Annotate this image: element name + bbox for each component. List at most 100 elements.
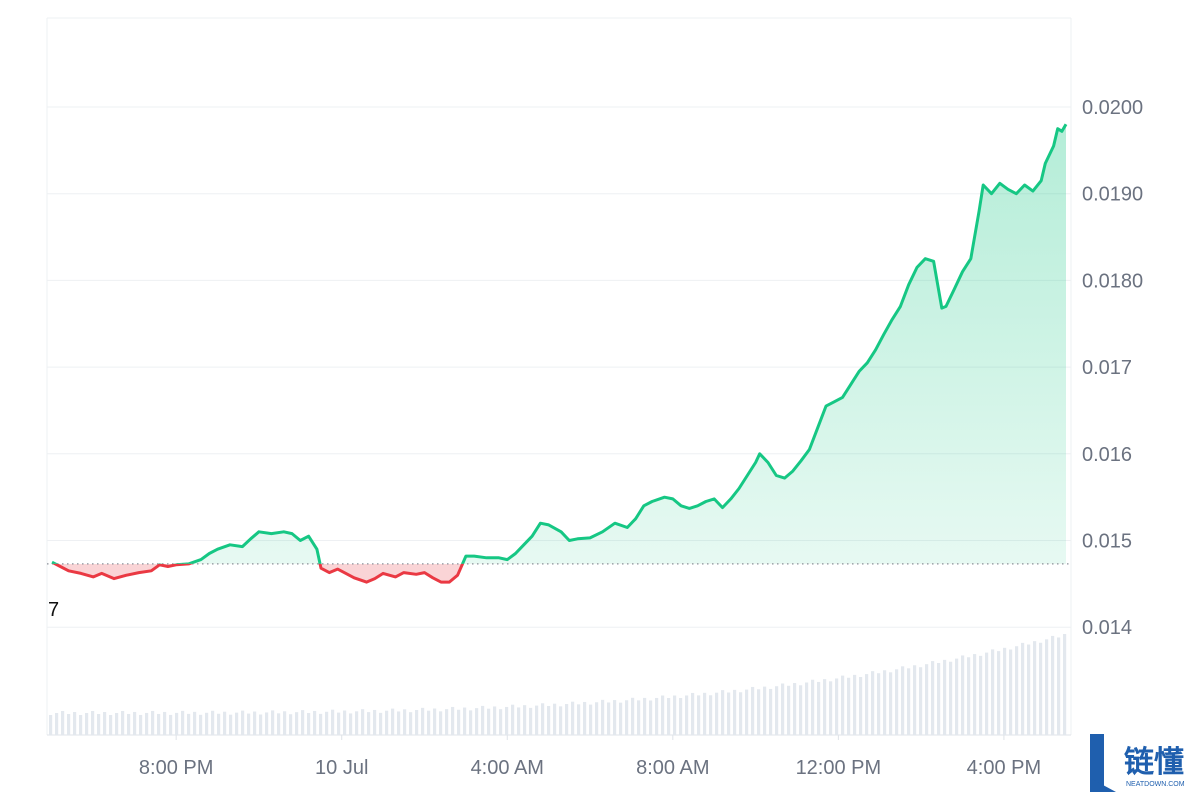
volume-bar	[751, 686, 755, 735]
volume-bar	[601, 699, 605, 735]
volume-bar	[607, 702, 611, 735]
volume-bar	[799, 685, 803, 735]
x-tick-label: 8:00 AM	[636, 757, 709, 779]
y-tick-label: 0.0180	[1082, 270, 1143, 292]
volume-bar	[289, 714, 293, 735]
up-area	[52, 124, 1066, 564]
volume-bar	[877, 673, 881, 735]
volume-bar	[499, 709, 503, 735]
volume-bar	[1057, 637, 1061, 735]
volume-bar	[1033, 641, 1037, 735]
x-tick-label: 4:00 PM	[967, 757, 1041, 779]
volume-bar	[1045, 639, 1049, 735]
volume-bar	[163, 711, 167, 735]
volume-bar	[79, 714, 83, 735]
volume-bar	[103, 711, 107, 735]
volume-bar	[91, 710, 95, 735]
volume-bar	[349, 713, 353, 735]
volume-bar	[913, 665, 917, 735]
volume-bar	[361, 709, 365, 735]
volume-bar	[61, 710, 65, 735]
volume-bar	[355, 711, 359, 735]
volume-bar	[259, 714, 263, 735]
volume-bar	[283, 711, 287, 735]
volume-bar	[241, 710, 245, 735]
volume-bar	[727, 692, 731, 735]
volume-bar	[709, 695, 713, 735]
volume-bar	[925, 664, 929, 735]
volume-bar	[151, 710, 155, 735]
volume-bar	[379, 712, 383, 735]
volume-bar	[523, 705, 527, 735]
volume-bar	[235, 712, 239, 735]
volume-bar	[931, 661, 935, 735]
volume-bar	[295, 712, 299, 735]
volume-bar	[649, 700, 653, 735]
y-tick-label: 0.017	[1082, 357, 1132, 379]
volume-bar	[373, 709, 377, 735]
volume-bar	[619, 702, 623, 735]
volume-bar	[811, 679, 815, 735]
volume-bar	[895, 669, 899, 735]
volume-bar	[595, 702, 599, 735]
volume-bar	[889, 672, 893, 735]
volume-bar	[775, 686, 779, 735]
volume-bar	[691, 692, 695, 735]
volume-bar	[703, 692, 707, 735]
volume-bar	[433, 708, 437, 735]
volume-bar	[67, 713, 71, 735]
volume-bar	[541, 703, 545, 735]
volume-bar	[211, 710, 215, 735]
volume-bar	[301, 710, 305, 735]
volume-bar	[511, 704, 515, 735]
volume-bar	[871, 671, 875, 735]
volume-bar	[565, 704, 569, 735]
volume-bar	[769, 688, 773, 735]
volume-bar	[391, 708, 395, 735]
price-line-up	[51, 123, 1068, 564]
volume-bar	[571, 701, 575, 735]
volume-bar	[1063, 634, 1067, 735]
volume-bar	[409, 712, 413, 735]
volume-bar	[385, 710, 389, 735]
volume-bar	[397, 711, 401, 735]
volume-bar	[679, 697, 683, 735]
volume-bar	[715, 692, 719, 735]
volume-bar	[973, 654, 977, 735]
volume-bar	[667, 698, 671, 735]
volume-bar	[271, 710, 275, 735]
volume-bar	[985, 652, 989, 735]
volume-bar	[1009, 649, 1013, 735]
volume-bar	[793, 683, 797, 735]
y-tick-label: 0.016	[1082, 444, 1132, 466]
volume-bar	[763, 686, 767, 735]
y-tick-label: 0.015	[1082, 531, 1132, 553]
volume-bar	[145, 712, 149, 735]
volume-bar	[427, 710, 431, 735]
volume-bar	[553, 703, 557, 735]
volume-bar	[193, 711, 197, 735]
x-tick-label: 10 Jul	[315, 757, 368, 779]
volume-bar	[781, 683, 785, 735]
volume-bar	[979, 655, 983, 735]
volume-bar	[181, 710, 185, 735]
volume-bar	[139, 714, 143, 735]
volume-bar	[517, 707, 521, 735]
x-axis: 8:00 PM 10 Jul 4:00 AM 8:00 AM 12:00 PM 4:00 …	[139, 735, 1041, 779]
volume-bar	[907, 668, 911, 735]
volume-bar	[331, 709, 335, 735]
volume-bar	[325, 711, 329, 735]
volume-bar	[205, 712, 209, 735]
volume-bar	[451, 706, 455, 735]
volume-bar	[547, 705, 551, 735]
volume-bar	[475, 708, 479, 735]
volume-bar	[157, 713, 161, 735]
volume-bar	[247, 713, 251, 735]
volume-bar	[1021, 642, 1025, 735]
volume-bar	[535, 705, 539, 735]
volume-bar	[1051, 635, 1055, 735]
volume-bar	[439, 711, 443, 735]
volume-bar	[613, 700, 617, 735]
volume-bar	[697, 695, 701, 735]
